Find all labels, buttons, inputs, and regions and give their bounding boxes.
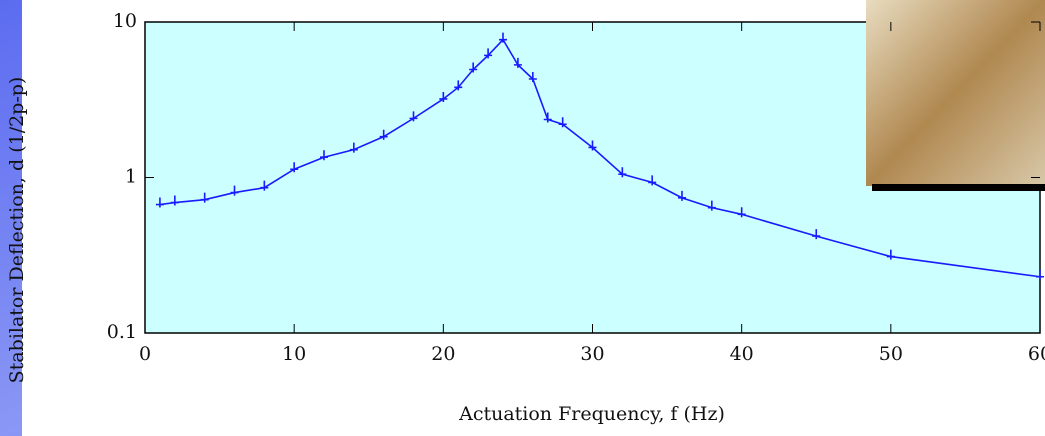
x-tick-label: 10 <box>282 343 306 365</box>
data-marker <box>528 71 537 82</box>
data-marker <box>379 129 388 140</box>
data-marker <box>155 197 164 208</box>
x-tick-label: 60 <box>1028 343 1045 365</box>
data-marker <box>618 167 627 178</box>
y-axis-label: Stabilator Deflection, d (1/2p-p) <box>6 77 28 384</box>
data-marker <box>499 32 507 43</box>
data-marker <box>648 175 657 186</box>
data-marker <box>678 190 686 201</box>
x-tick-label: 50 <box>879 343 903 365</box>
x-tick-label: 30 <box>580 343 604 365</box>
x-axis-label: Actuation Frequency, f (Hz) <box>458 403 725 425</box>
data-marker <box>543 112 552 123</box>
data-marker <box>290 162 299 173</box>
x-tick-label: 0 <box>139 343 151 365</box>
data-marker <box>558 117 567 128</box>
data-marker <box>200 192 209 203</box>
x-tick-label: 20 <box>431 343 455 365</box>
data-marker <box>320 150 328 161</box>
data-marker <box>588 140 597 151</box>
data-marker <box>349 142 358 153</box>
y-tick-label: 0.1 <box>107 321 137 343</box>
data-marker <box>469 62 478 73</box>
data-marker <box>439 91 448 102</box>
data-marker <box>812 229 821 240</box>
data-marker <box>737 207 746 218</box>
data-marker <box>513 57 522 68</box>
data-marker <box>260 180 269 191</box>
data-marker <box>170 195 179 206</box>
data-marker <box>484 48 493 59</box>
data-marker <box>1036 269 1044 280</box>
photo-border <box>872 184 1045 191</box>
y-tick-label: 1 <box>125 166 137 188</box>
data-marker <box>454 80 463 91</box>
y-tick-label: 10 <box>113 10 137 32</box>
data-marker <box>230 185 239 196</box>
data-marker <box>707 200 716 211</box>
photo <box>866 0 1045 186</box>
data-line <box>159 38 1041 278</box>
data-marker <box>409 111 418 122</box>
data-marker <box>886 249 895 260</box>
x-tick-label: 40 <box>730 343 754 365</box>
